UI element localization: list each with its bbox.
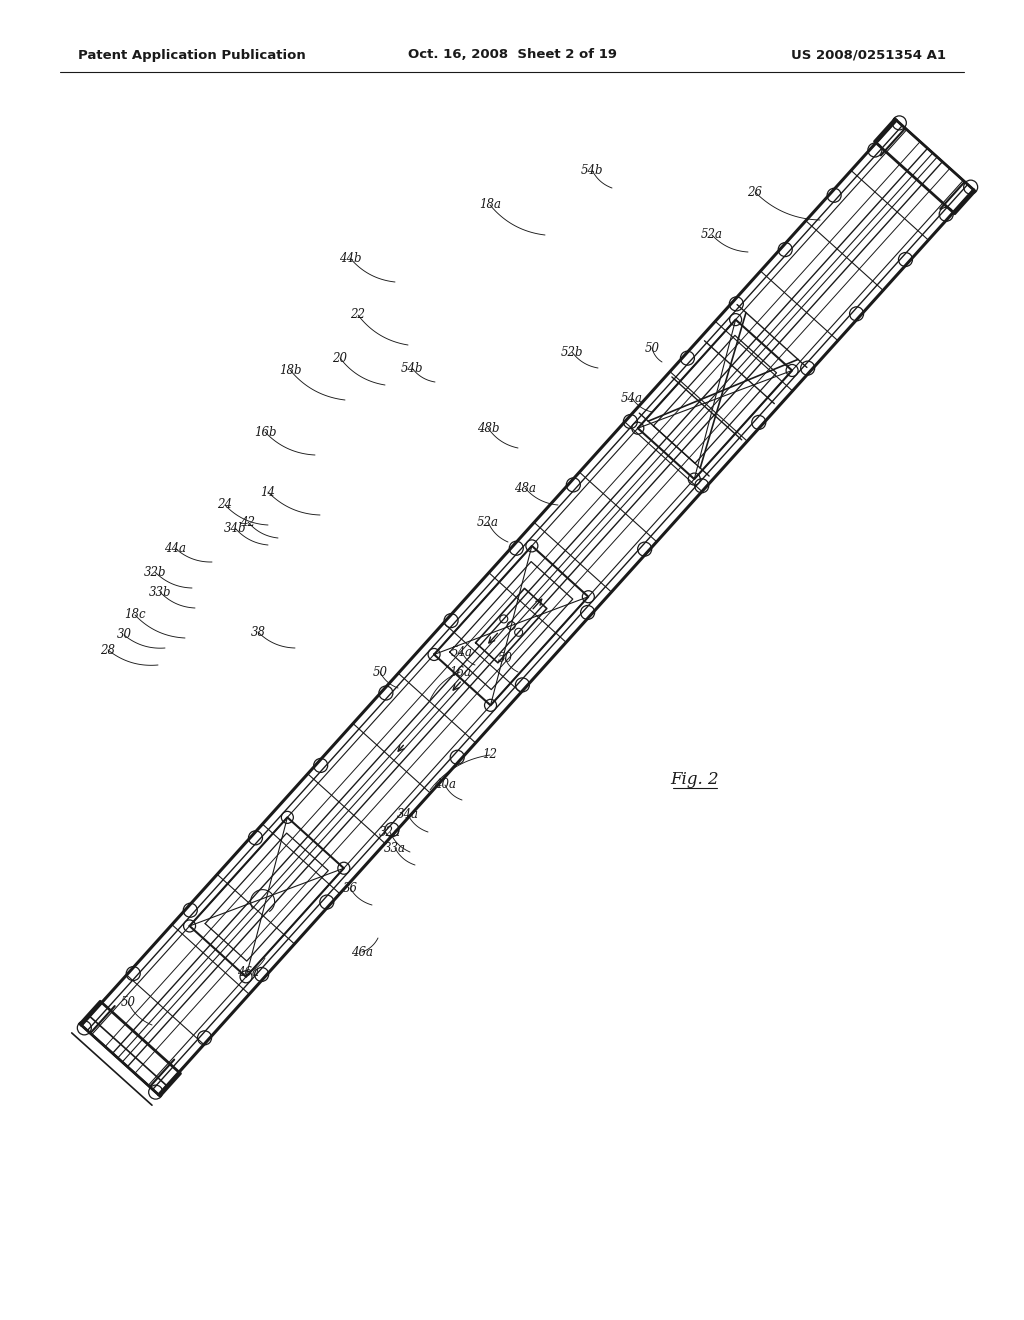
Text: 38: 38 [251,626,265,639]
Text: Oct. 16, 2008  Sheet 2 of 19: Oct. 16, 2008 Sheet 2 of 19 [408,49,616,62]
Text: 54b: 54b [400,362,423,375]
Text: 18a: 18a [479,198,501,211]
Text: 16a: 16a [449,665,471,678]
Text: 33b: 33b [148,586,171,598]
Text: 34b: 34b [224,521,246,535]
Text: 36: 36 [342,882,357,895]
Text: 26: 26 [748,186,763,198]
Text: 32b: 32b [143,565,166,578]
Text: 50: 50 [121,995,135,1008]
Text: 48b: 48b [477,421,500,434]
Text: 48a: 48a [514,482,536,495]
Text: 42: 42 [241,516,256,528]
Text: 34a: 34a [397,808,419,821]
Text: 52b: 52b [561,346,584,359]
Text: 28: 28 [100,644,116,656]
Text: 20: 20 [333,351,347,364]
Text: 44a: 44a [164,541,186,554]
Text: 54a: 54a [621,392,643,404]
Text: 40a: 40a [434,779,456,792]
Text: 18b: 18b [279,363,301,376]
Text: 46a: 46a [351,945,373,958]
Text: 44b: 44b [339,252,361,264]
Text: 52a: 52a [477,516,499,528]
Text: 18c: 18c [124,609,145,622]
Text: 24: 24 [217,499,232,511]
Text: Fig. 2: Fig. 2 [671,771,719,788]
Text: Patent Application Publication: Patent Application Publication [78,49,306,62]
Text: 16b: 16b [254,425,276,438]
Text: 46a: 46a [237,965,259,978]
Text: 32a: 32a [379,825,401,838]
Text: 54b: 54b [581,164,603,177]
Text: 50: 50 [644,342,659,355]
Text: 22: 22 [350,309,366,322]
Text: 54a: 54a [451,645,473,659]
Text: 50: 50 [373,665,387,678]
Text: 12: 12 [482,748,498,762]
Text: 50: 50 [498,652,512,664]
Text: US 2008/0251354 A1: US 2008/0251354 A1 [791,49,946,62]
Text: 52a: 52a [701,228,723,242]
Text: 14: 14 [260,486,275,499]
Text: 33a: 33a [384,842,406,854]
Text: 30: 30 [117,628,131,642]
